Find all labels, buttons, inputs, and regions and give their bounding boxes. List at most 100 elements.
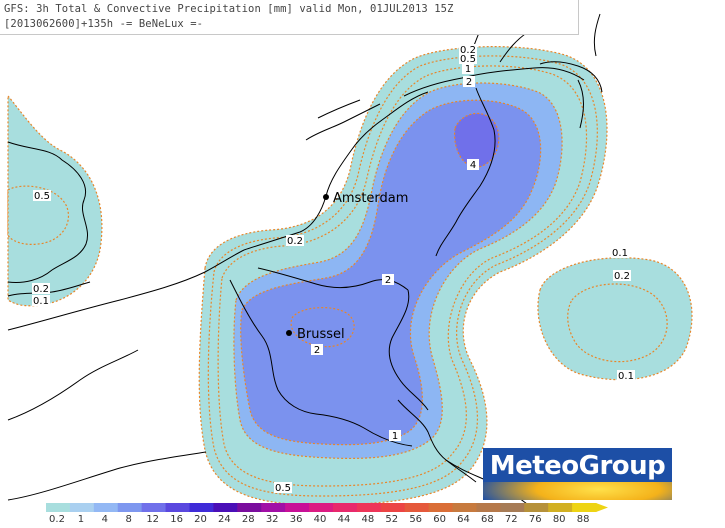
colorbar-swatch — [500, 503, 525, 512]
colorbar-tick-label: 80 — [552, 514, 566, 525]
contour-label-text: 2 — [385, 275, 391, 286]
colorbar-tick-label: 68 — [481, 514, 494, 525]
colorbar-swatch — [309, 503, 334, 512]
colorbar-swatch — [476, 503, 501, 512]
colorbar-tick-label: 64 — [457, 514, 470, 525]
city-dot-brussel — [286, 330, 292, 336]
title-line-1: GFS: 3h Total & Convective Precipitation… — [4, 3, 454, 15]
city-label-brussel: Brussel — [297, 327, 345, 342]
contour-label: 0.1 — [611, 247, 629, 259]
contour-label: 4 — [467, 159, 479, 171]
precip-area-2-brussel — [290, 307, 355, 348]
contour-label-text: 0.1 — [618, 371, 634, 382]
colorbar-swatch — [548, 503, 573, 512]
colorbar-tick-label: 20 — [194, 514, 207, 525]
colorbar-swatch — [46, 503, 71, 512]
precip-area-2 — [240, 99, 542, 446]
colorbar-swatch — [452, 503, 477, 512]
colorbar-tick-label: 12 — [146, 514, 160, 525]
colorbar-swatch — [261, 503, 286, 512]
contour-label-text: 0.1 — [612, 248, 628, 259]
logo-sun-glow — [483, 482, 672, 500]
colorbar-swatch — [189, 503, 214, 512]
contour-label-text: 0.5 — [275, 483, 291, 494]
contour-label: 0.5 — [33, 190, 51, 202]
colorbar-labels: 0.2 1 4 8 12 16 20 24 28 32 36 40 44 48 52 56 60 64 68 72 76… — [0, 514, 725, 528]
colorbar-tick-label: 44 — [337, 514, 351, 525]
colorbar-tick-label: 8 — [125, 514, 132, 525]
colorbar-tick-label: 1 — [77, 514, 85, 525]
colorbar-tick-label: 24 — [218, 514, 231, 525]
contour-label-text: 0.2 — [460, 45, 476, 56]
colorbar — [46, 503, 608, 512]
contour-label: 0.2 — [286, 235, 304, 247]
precip-area-east-0.2 — [567, 283, 668, 363]
contour-label: 2 — [382, 274, 394, 286]
contour-label-text: 4 — [470, 160, 476, 171]
colorbar-tick-label: 56 — [409, 514, 423, 525]
colorbar-tick-label: 60 — [433, 514, 446, 525]
logo-text: MeteoGroup — [489, 451, 666, 481]
contour-label-text: 2 — [314, 345, 320, 356]
contour-labels: 0.2 0.5 1 2 4 0.5 0.2 0.1 0.2 2 2 1 0.5 … — [32, 44, 635, 494]
colorbar-swatch — [213, 503, 238, 512]
colorbar-swatch — [93, 503, 119, 512]
colorbar-tick-label: 48 — [361, 514, 375, 525]
contour-label: 0.1 — [617, 370, 635, 382]
border-be-fr — [229, 279, 413, 447]
colorbar-tick-label: 28 — [241, 514, 255, 525]
border-lu — [397, 399, 477, 483]
precip-field — [7, 46, 693, 506]
colorbar-tick-label: 76 — [528, 514, 542, 525]
colorbar-swatch — [237, 503, 262, 512]
colorbar-swatch — [380, 503, 406, 512]
coastline-islands — [305, 67, 585, 141]
colorbar-swatch — [141, 503, 167, 512]
colorbar-swatch — [572, 503, 597, 512]
colorbar-tick-label: 32 — [265, 514, 279, 525]
contour-label: 2 — [311, 344, 323, 356]
city-markers: Amsterdam Brussel — [286, 191, 408, 342]
colorbar-swatch — [404, 503, 430, 512]
colorbar-swatch — [524, 503, 549, 512]
title-line-2: [2013062600]+135h -= BeNeLux =- — [4, 18, 204, 30]
coastline-denmark — [467, 9, 603, 93]
contour-label-text: 2 — [466, 77, 472, 88]
contour-label: 0.1 — [32, 295, 50, 307]
contour-label: 1 — [389, 430, 401, 442]
precip-area-4 — [454, 112, 500, 168]
colorbar-tick-label: 52 — [385, 514, 399, 525]
contour-label-text: 0.2 — [614, 271, 630, 282]
meteogroup-logo: MeteoGroup — [483, 448, 672, 500]
contour-label: 0.2 — [32, 283, 50, 295]
colorbar-swatch — [69, 503, 95, 512]
colorbar-swatch — [117, 503, 143, 512]
colorbar-tick-label: 88 — [576, 514, 590, 525]
title-box: GFS: 3h Total & Convective Precipitation… — [0, 0, 579, 35]
colorbar-tick-label: 36 — [289, 514, 303, 525]
border-nl-de — [435, 87, 496, 257]
border-de-east — [577, 79, 584, 129]
border-de-be — [388, 289, 429, 411]
colorbar-swatch — [165, 503, 190, 512]
precip-area-west-0.5 — [7, 185, 70, 245]
contour-label-text: 0.2 — [33, 284, 49, 295]
colorbar-arrow — [596, 503, 608, 512]
colorbar-swatch — [285, 503, 310, 512]
colorbar-tick-label: 40 — [313, 514, 327, 525]
colorbar-tick-label: 16 — [170, 514, 183, 525]
colorbar-swatch — [356, 503, 382, 512]
contour-label: 0.5 — [459, 53, 477, 65]
colorbar-swatch — [428, 503, 454, 512]
contour-label: 0.2 — [613, 270, 631, 282]
contour-label-text: 0.1 — [33, 296, 49, 307]
contour-label-text: 0.5 — [460, 54, 476, 65]
contour-label-text: 1 — [392, 431, 398, 442]
contour-label: 2 — [463, 76, 475, 88]
coastline-france-2 — [7, 349, 139, 421]
colorbar-tick-label: 4 — [101, 514, 108, 525]
coastline-uk-south — [7, 281, 91, 297]
colorbar-swatch — [332, 503, 358, 512]
city-label-amsterdam: Amsterdam — [333, 191, 408, 206]
